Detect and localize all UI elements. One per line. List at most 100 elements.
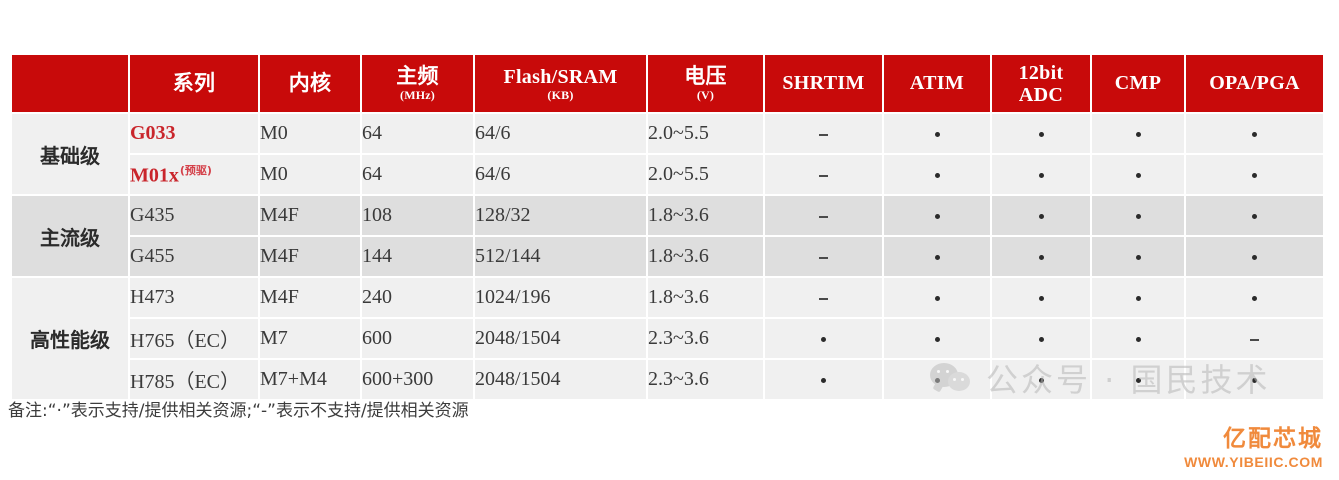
opa-cell [1186, 237, 1323, 278]
freq-cell: 600 [362, 319, 475, 360]
header-cell-cmp: CMP [1092, 55, 1186, 114]
voltage-cell: 1.8~3.6 [648, 278, 765, 319]
series-cell: H473 [130, 278, 260, 319]
header-freq-unit: (MHz) [400, 88, 435, 103]
table-header: 系列 内核 主频 (MHz) Flash/SRAM (KB) 电压 (V) SH… [12, 55, 1323, 114]
adc-cell [992, 237, 1092, 278]
freq-cell: 108 [362, 196, 475, 237]
series-cell: G455 [130, 237, 260, 278]
header-adc-unit: ADC [1018, 83, 1064, 106]
table-row: 高性能级 H473 M4F 240 1024/196 1.8~3.6 [12, 278, 1323, 401]
memory-cell: 2048/1504 [475, 360, 648, 401]
freq-cell: 144 [362, 237, 475, 278]
table-row: H765（EC） M7 600 2048/1504 2.3~3.6 [12, 319, 1323, 360]
opa-cell [1186, 114, 1323, 155]
header-cell-category [12, 55, 130, 114]
core-cell: M0 [260, 155, 362, 196]
brand-logo: 亿配芯城 WWW.YIBEIIC.COM [1184, 427, 1323, 470]
memory-cell: 64/6 [475, 155, 648, 196]
cmp-cell [1092, 278, 1186, 319]
freq-cell: 600+300 [362, 360, 475, 401]
opa-cell [1186, 319, 1323, 360]
header-cell-shrtim: SHRTIM [765, 55, 884, 114]
series-cell: M01x(预驱) [130, 155, 260, 196]
header-adc-label: 12bit [1018, 61, 1064, 84]
header-cell-opa: OPA/PGA [1186, 55, 1323, 114]
voltage-cell: 2.0~5.5 [648, 155, 765, 196]
shrtim-cell [765, 155, 884, 196]
opa-cell [1186, 155, 1323, 196]
series-cell: G033 [130, 114, 260, 155]
voltage-cell: 2.0~5.5 [648, 114, 765, 155]
table-row: M01x(预驱) M0 64 64/6 2.0~5.5 [12, 155, 1323, 196]
opa-cell [1186, 278, 1323, 319]
adc-cell [992, 319, 1092, 360]
voltage-cell: 2.3~3.6 [648, 319, 765, 360]
table-row: 基础级 G033 M0 64 64/6 2.0~5.5 [12, 114, 1323, 196]
category-cell: 基础级 [12, 114, 130, 196]
atim-cell [884, 114, 992, 155]
header-memory-label: Flash/SRAM [503, 65, 618, 88]
memory-cell: 128/32 [475, 196, 648, 237]
mcu-spec-table-wrapper: 系列 内核 主频 (MHz) Flash/SRAM (KB) 电压 (V) SH… [12, 55, 1323, 401]
category-cell: 高性能级 [12, 278, 130, 401]
table-row: G455 M4F 144 512/144 1.8~3.6 [12, 237, 1323, 278]
shrtim-cell [765, 360, 884, 401]
cmp-cell [1092, 196, 1186, 237]
header-cell-freq: 主频 (MHz) [362, 55, 475, 114]
brand-name: 亿配芯城 [1223, 426, 1323, 452]
adc-cell [992, 155, 1092, 196]
header-voltage-label: 电压 [684, 64, 727, 89]
shrtim-cell [765, 278, 884, 319]
series-cell: G435 [130, 196, 260, 237]
atim-cell [884, 155, 992, 196]
core-cell: M4F [260, 196, 362, 237]
header-freq-label: 主频 [396, 64, 439, 89]
core-cell: M7+M4 [260, 360, 362, 401]
shrtim-cell [765, 196, 884, 237]
memory-cell: 64/6 [475, 114, 648, 155]
memory-cell: 1024/196 [475, 278, 648, 319]
core-cell: M4F [260, 278, 362, 319]
core-cell: M4F [260, 237, 362, 278]
opa-cell [1186, 196, 1323, 237]
header-cell-core: 内核 [260, 55, 362, 114]
voltage-cell: 1.8~3.6 [648, 237, 765, 278]
table-body: 基础级 G033 M0 64 64/6 2.0~5.5 M01x(预驱) M0 64 64/6 2.… [12, 114, 1323, 401]
header-cell-atim: ATIM [884, 55, 992, 114]
opa-cell [1186, 360, 1323, 401]
header-cell-memory: Flash/SRAM (KB) [475, 55, 648, 114]
core-cell: M7 [260, 319, 362, 360]
adc-cell [992, 360, 1092, 401]
brand-url: WWW.YIBEIIC.COM [1184, 454, 1323, 471]
series-cell: H785（EC） [130, 360, 260, 401]
cmp-cell [1092, 237, 1186, 278]
atim-cell [884, 196, 992, 237]
atim-cell [884, 360, 992, 401]
series-cell: H765（EC） [130, 319, 260, 360]
cmp-cell [1092, 360, 1186, 401]
shrtim-cell [765, 237, 884, 278]
atim-cell [884, 237, 992, 278]
cmp-cell [1092, 155, 1186, 196]
freq-cell: 240 [362, 278, 475, 319]
atim-cell [884, 319, 992, 360]
header-memory-unit: (KB) [547, 87, 574, 102]
freq-cell: 64 [362, 155, 475, 196]
table-row: 主流级 G435 M4F 108 128/32 1.8~3.6 [12, 196, 1323, 278]
memory-cell: 512/144 [475, 237, 648, 278]
freq-cell: 64 [362, 114, 475, 155]
adc-cell [992, 278, 1092, 319]
adc-cell [992, 114, 1092, 155]
cmp-cell [1092, 114, 1186, 155]
cmp-cell [1092, 319, 1186, 360]
table-row: H785（EC） M7+M4 600+300 2048/1504 2.3~3.6 [12, 360, 1323, 401]
header-voltage-unit: (V) [696, 88, 715, 103]
atim-cell [884, 278, 992, 319]
shrtim-cell [765, 114, 884, 155]
voltage-cell: 2.3~3.6 [648, 360, 765, 401]
voltage-cell: 1.8~3.6 [648, 196, 765, 237]
table-note: 备注:“·”表示支持/提供相关资源;“-”表示不支持/提供相关资源 [8, 401, 469, 421]
header-cell-series: 系列 [130, 55, 260, 114]
